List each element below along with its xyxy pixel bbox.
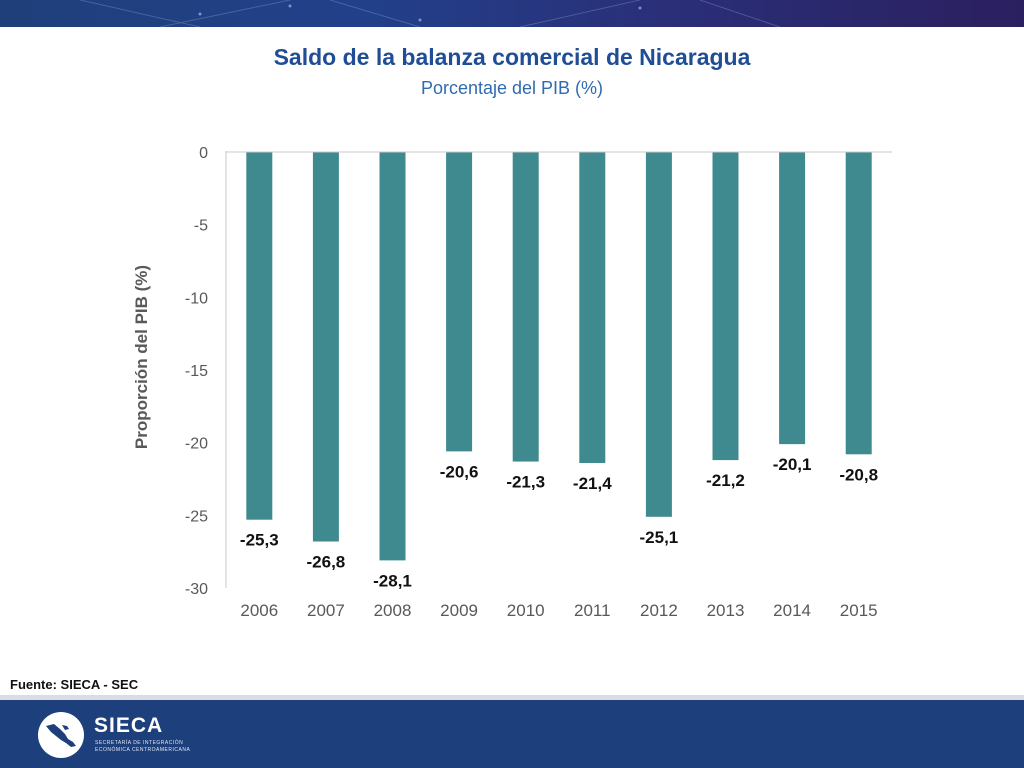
y-tick-label: -25 <box>185 508 208 525</box>
footer-bar <box>0 700 1024 768</box>
data-label: -28,1 <box>373 571 412 590</box>
bar-2010 <box>512 152 539 462</box>
logo-name: SIECA <box>94 714 164 737</box>
chart-title: Saldo de la balanza comercial de Nicarag… <box>273 44 751 70</box>
data-label: -21,2 <box>706 471 745 490</box>
data-label: -25,1 <box>640 528 679 547</box>
data-label: -20,8 <box>839 465 878 484</box>
banner-network-pattern <box>79 0 781 27</box>
bar-2014 <box>779 152 806 445</box>
x-tick-label: 2008 <box>374 601 412 620</box>
y-tick-label: -10 <box>185 290 208 307</box>
bar-2015 <box>845 152 872 455</box>
data-label: -21,3 <box>506 473 545 492</box>
y-tick-label: 0 <box>199 145 208 162</box>
x-tick-label: 2007 <box>307 601 345 620</box>
bar-2008 <box>379 152 406 561</box>
x-tick-label: 2012 <box>640 601 678 620</box>
bar-2009 <box>446 152 473 452</box>
footer-divider <box>0 695 1024 700</box>
bar-2013 <box>712 152 739 461</box>
x-tick-label: 2013 <box>707 601 745 620</box>
x-tick-label: 2009 <box>440 601 478 620</box>
y-tick-label: -15 <box>185 363 208 380</box>
x-tick-label: 2014 <box>773 601 811 620</box>
data-label: -20,1 <box>773 455 812 474</box>
y-tick-label: -5 <box>194 218 208 235</box>
data-label: -20,6 <box>440 462 479 481</box>
y-tick-label: -20 <box>185 436 208 453</box>
x-tick-label: 2011 <box>574 601 611 620</box>
logo-tagline-2: ECONÓMICA CENTROAMERICANA <box>95 747 191 753</box>
data-label: -21,4 <box>573 474 612 493</box>
header-banner <box>0 0 1024 27</box>
data-label: -25,3 <box>240 531 279 550</box>
y-tick-label: -30 <box>185 581 208 598</box>
bar-2007 <box>312 152 339 542</box>
logo-tagline-1: SECRETARÍA DE INTEGRACIÓN <box>95 740 184 746</box>
x-tick-label: 2006 <box>240 601 278 620</box>
y-axis-title: Proporción del PIB (%) <box>132 265 151 449</box>
x-tick-label: 2010 <box>507 601 545 620</box>
bar-2006 <box>246 152 273 520</box>
data-label: -26,8 <box>307 552 346 571</box>
sieca-logo: SIECA SECRETARÍA DE INTEGRACIÓN ECONÓMIC… <box>38 712 198 758</box>
chart-subtitle: Porcentaje del PIB (%) <box>420 78 604 98</box>
bar-2012 <box>645 152 672 517</box>
bar-2011 <box>579 152 606 464</box>
x-tick-label: 2015 <box>840 601 878 620</box>
source-note: Fuente: SIECA - SEC <box>10 677 139 692</box>
bar-chart: 0 -5 -10 -15 -20 -25 -30 Proporción del PIB (%)… <box>132 145 892 620</box>
central-america-map-icon <box>38 712 84 758</box>
